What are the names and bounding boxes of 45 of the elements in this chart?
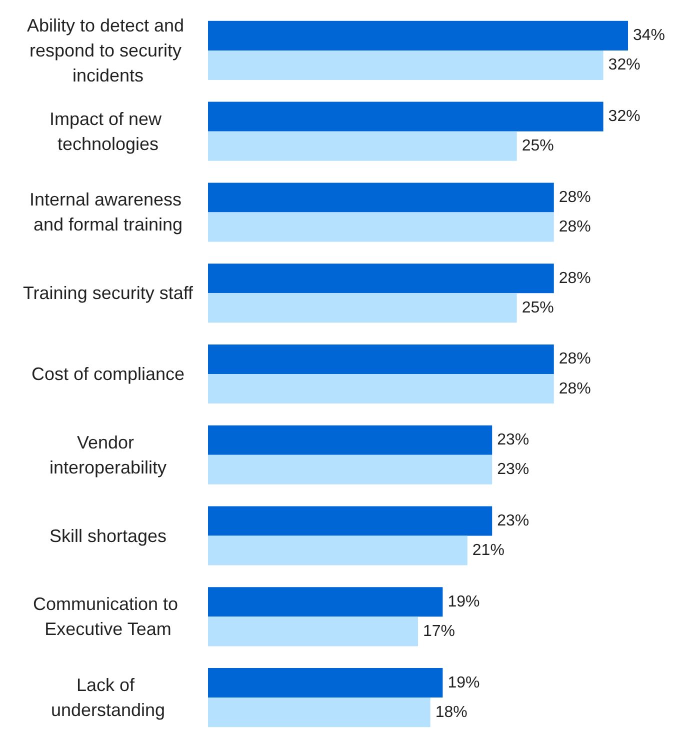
bar [208,293,517,323]
data-label: 18% [435,704,468,721]
bar [208,264,554,294]
data-label: 34% [633,27,666,44]
data-label: 19% [448,593,480,610]
data-label: 32% [608,56,640,74]
y-tick-label: Skill shortages [49,526,167,546]
bar [208,506,492,536]
data-label: 32% [608,108,640,126]
y-tick-label: Vendor interoperability [49,432,167,478]
y-tick-label: Internal awareness and formal training [29,190,187,235]
bar [208,425,492,455]
bar [208,20,628,50]
bar [208,344,554,374]
y-tick-label: Training security staff [22,283,194,304]
data-label: 21% [472,542,504,560]
data-label: 19% [448,674,480,692]
y-tick-label: Communication to Executive Team [32,594,184,640]
bar [208,102,604,132]
bar [208,182,554,212]
bar [208,668,443,698]
data-label: 28% [558,270,591,287]
bar [208,374,554,404]
y-tick-label: Cost of compliance [31,364,185,384]
bar [208,536,468,566]
y-tick-label: Ability to detect and respond to security incidents [26,15,190,86]
bar [208,131,517,161]
bar [208,587,443,617]
bar [208,50,604,80]
data-label: 25% [522,299,554,316]
bar [208,454,492,484]
data-label: 28% [558,188,591,206]
data-label: 28% [558,218,591,236]
data-label: 25% [522,138,554,155]
data-label: 28% [558,380,591,398]
data-label: 17% [423,622,456,640]
bar [208,698,430,728]
data-label: 23% [497,432,530,449]
data-label: 23% [497,461,530,478]
y-tick-label: Lack of understanding [50,675,166,720]
data-label: 28% [558,350,591,368]
y-tick-label: Impact of new technologies [49,108,167,154]
data-label: 23% [497,512,530,530]
bar [208,212,554,242]
bar [208,616,418,646]
